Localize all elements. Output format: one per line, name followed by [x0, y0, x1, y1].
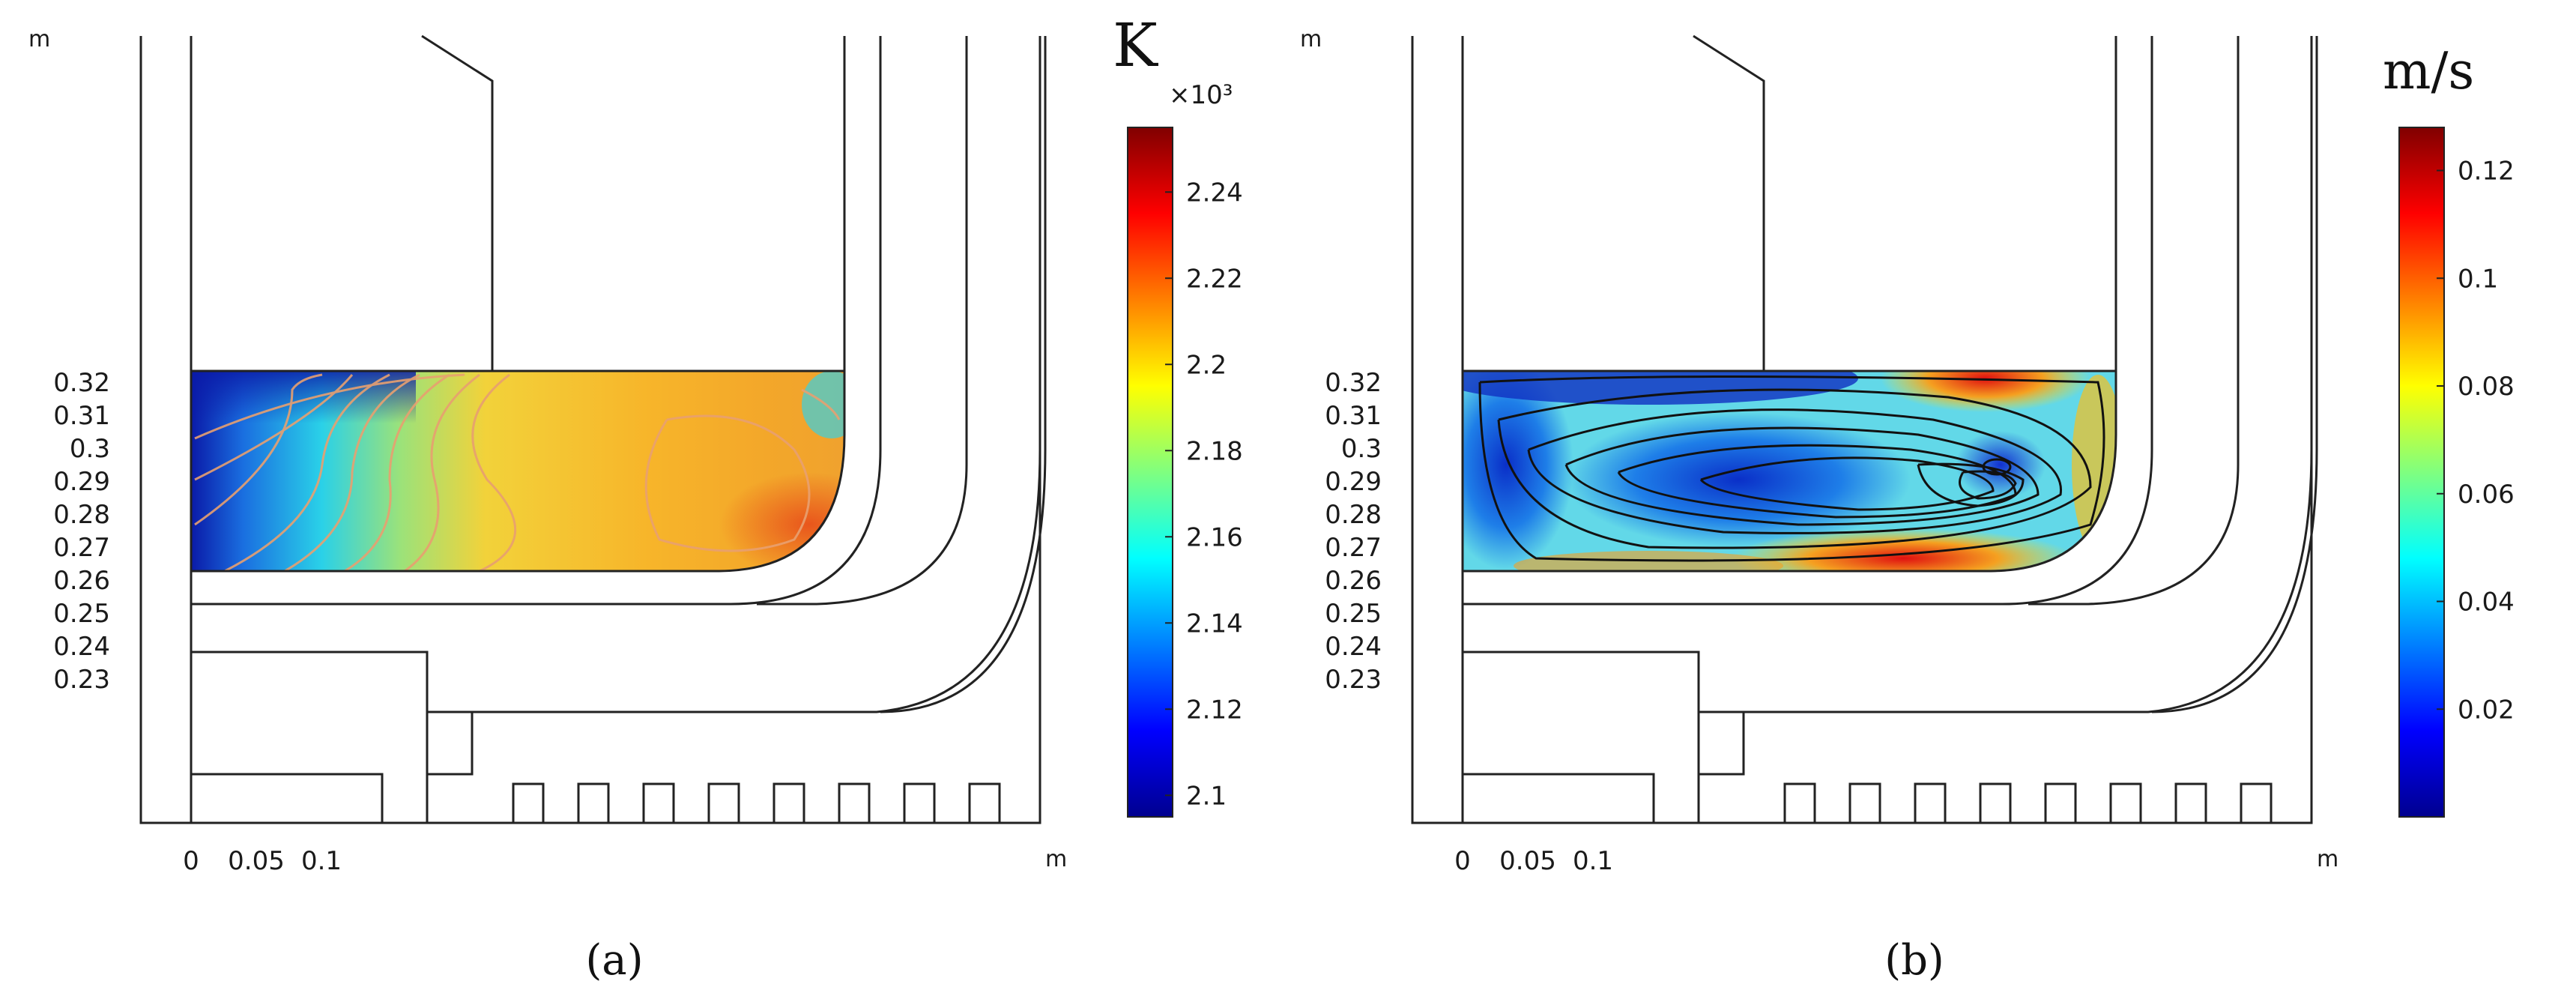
y-tick-label-b-7: 0.3 [1341, 434, 1382, 464]
colorbar-tick-label-b-1: 0.04 [2458, 588, 2515, 618]
x-tick-label-a-1: 0.05 [228, 846, 285, 876]
geometry-outline-a [139, 34, 1047, 824]
colorbar-tick-label-a-4: 2.18 [1186, 436, 1243, 466]
y-unit-b: m [1300, 26, 1322, 52]
y-ticks-b: 0.230.240.250.260.270.280.290.30.310.32 [1325, 368, 1382, 695]
panel-b: m m 0.230.240.250.260.270.280.290.30.310… [1300, 26, 2515, 985]
colorbar-tick-label-b-4: 0.1 [2458, 264, 2498, 294]
x-tick-label-b-0: 0 [1454, 846, 1471, 876]
y-tick-label-a-8: 0.31 [53, 401, 110, 431]
y-unit-a: m [28, 26, 50, 52]
y-tick-label-a-5: 0.28 [53, 500, 110, 530]
panel-a: m m 0.230.240.250.260.270.280.290.30.310… [28, 10, 1243, 985]
colorbar-tick-label-b-2: 0.06 [2458, 480, 2515, 510]
colorbar-unit-b: m/s [2383, 42, 2474, 101]
colorbar-tick-label-a-6: 2.22 [1186, 264, 1243, 294]
colorbar-tick-label-a-7: 2.24 [1186, 178, 1243, 208]
colorbar-tick-label-a-2: 2.14 [1186, 609, 1243, 639]
colorbar-scale-factor: ×10³ [1169, 80, 1233, 110]
y-tick-label-a-2: 0.25 [53, 599, 110, 629]
bottom-blocks-b [1783, 782, 2273, 824]
streamlines [1478, 375, 2105, 562]
x-tick-label-a-2: 0.1 [301, 846, 342, 876]
colorbar-tick-label-b-5: 0.12 [2458, 157, 2515, 187]
y-tick-label-b-0: 0.23 [1325, 665, 1382, 695]
y-tick-label-a-3: 0.26 [53, 566, 110, 596]
panel-label-b: (b) [1884, 936, 1944, 985]
y-tick-label-b-6: 0.29 [1325, 467, 1382, 497]
y-tick-label-b-1: 0.24 [1325, 632, 1382, 662]
x-ticks-b: 0 0.05 0.1 [1454, 846, 1613, 876]
y-tick-label-b-8: 0.31 [1325, 401, 1382, 431]
colorbar-tick-label-a-5: 2.2 [1186, 350, 1227, 380]
x-ticks-a: 0 0.05 0.1 [183, 846, 342, 876]
colorbar-tick-label-b-0: 0.02 [2458, 695, 2515, 725]
velocity-field [1463, 371, 2116, 571]
y-tick-label-b-5: 0.28 [1325, 500, 1382, 530]
x-unit-b: m [2317, 846, 2338, 872]
y-tick-label-a-4: 0.27 [53, 533, 110, 563]
y-tick-label-b-9: 0.32 [1325, 368, 1382, 398]
x-unit-a: m [1045, 846, 1067, 872]
y-tick-label-a-6: 0.29 [53, 467, 110, 497]
y-tick-label-a-0: 0.23 [53, 665, 110, 695]
colorbar-tick-label-a-0: 2.1 [1186, 781, 1227, 811]
colorbar-tick-label-a-3: 2.16 [1186, 522, 1243, 552]
x-tick-label-b-2: 0.1 [1573, 846, 1613, 876]
y-tick-label-b-4: 0.27 [1325, 533, 1382, 563]
panel-label-a: (a) [585, 936, 643, 985]
y-tick-label-a-1: 0.24 [53, 632, 110, 662]
y-tick-label-b-3: 0.26 [1325, 566, 1382, 596]
colorbar-b [2398, 127, 2445, 818]
isotherm-contours [194, 373, 841, 571]
colorbar-tick-label-b-3: 0.08 [2458, 372, 2515, 402]
y-tick-label-a-7: 0.3 [70, 434, 110, 464]
colorbar-ticks-b: 0.02 0.04 0.06 0.08 0.1 0.12 [2437, 157, 2515, 725]
colorbar-ticks-a: 2.1 2.12 2.14 2.16 2.18 2.2 2.22 2.24 [1165, 178, 1243, 811]
colorbar-unit-a: K [1113, 10, 1158, 80]
x-tick-label-b-1: 0.05 [1499, 846, 1556, 876]
colorbar-tick-label-a-1: 2.12 [1186, 695, 1243, 725]
x-tick-label-a-0: 0 [183, 846, 199, 876]
temperature-field [191, 371, 844, 571]
y-ticks-a: 0.230.240.250.260.270.280.290.30.310.32 [53, 368, 110, 695]
bottom-blocks-a [512, 782, 1001, 824]
colorbar-a [1127, 127, 1173, 818]
y-tick-label-a-9: 0.32 [53, 368, 110, 398]
y-tick-label-b-2: 0.25 [1325, 599, 1382, 629]
